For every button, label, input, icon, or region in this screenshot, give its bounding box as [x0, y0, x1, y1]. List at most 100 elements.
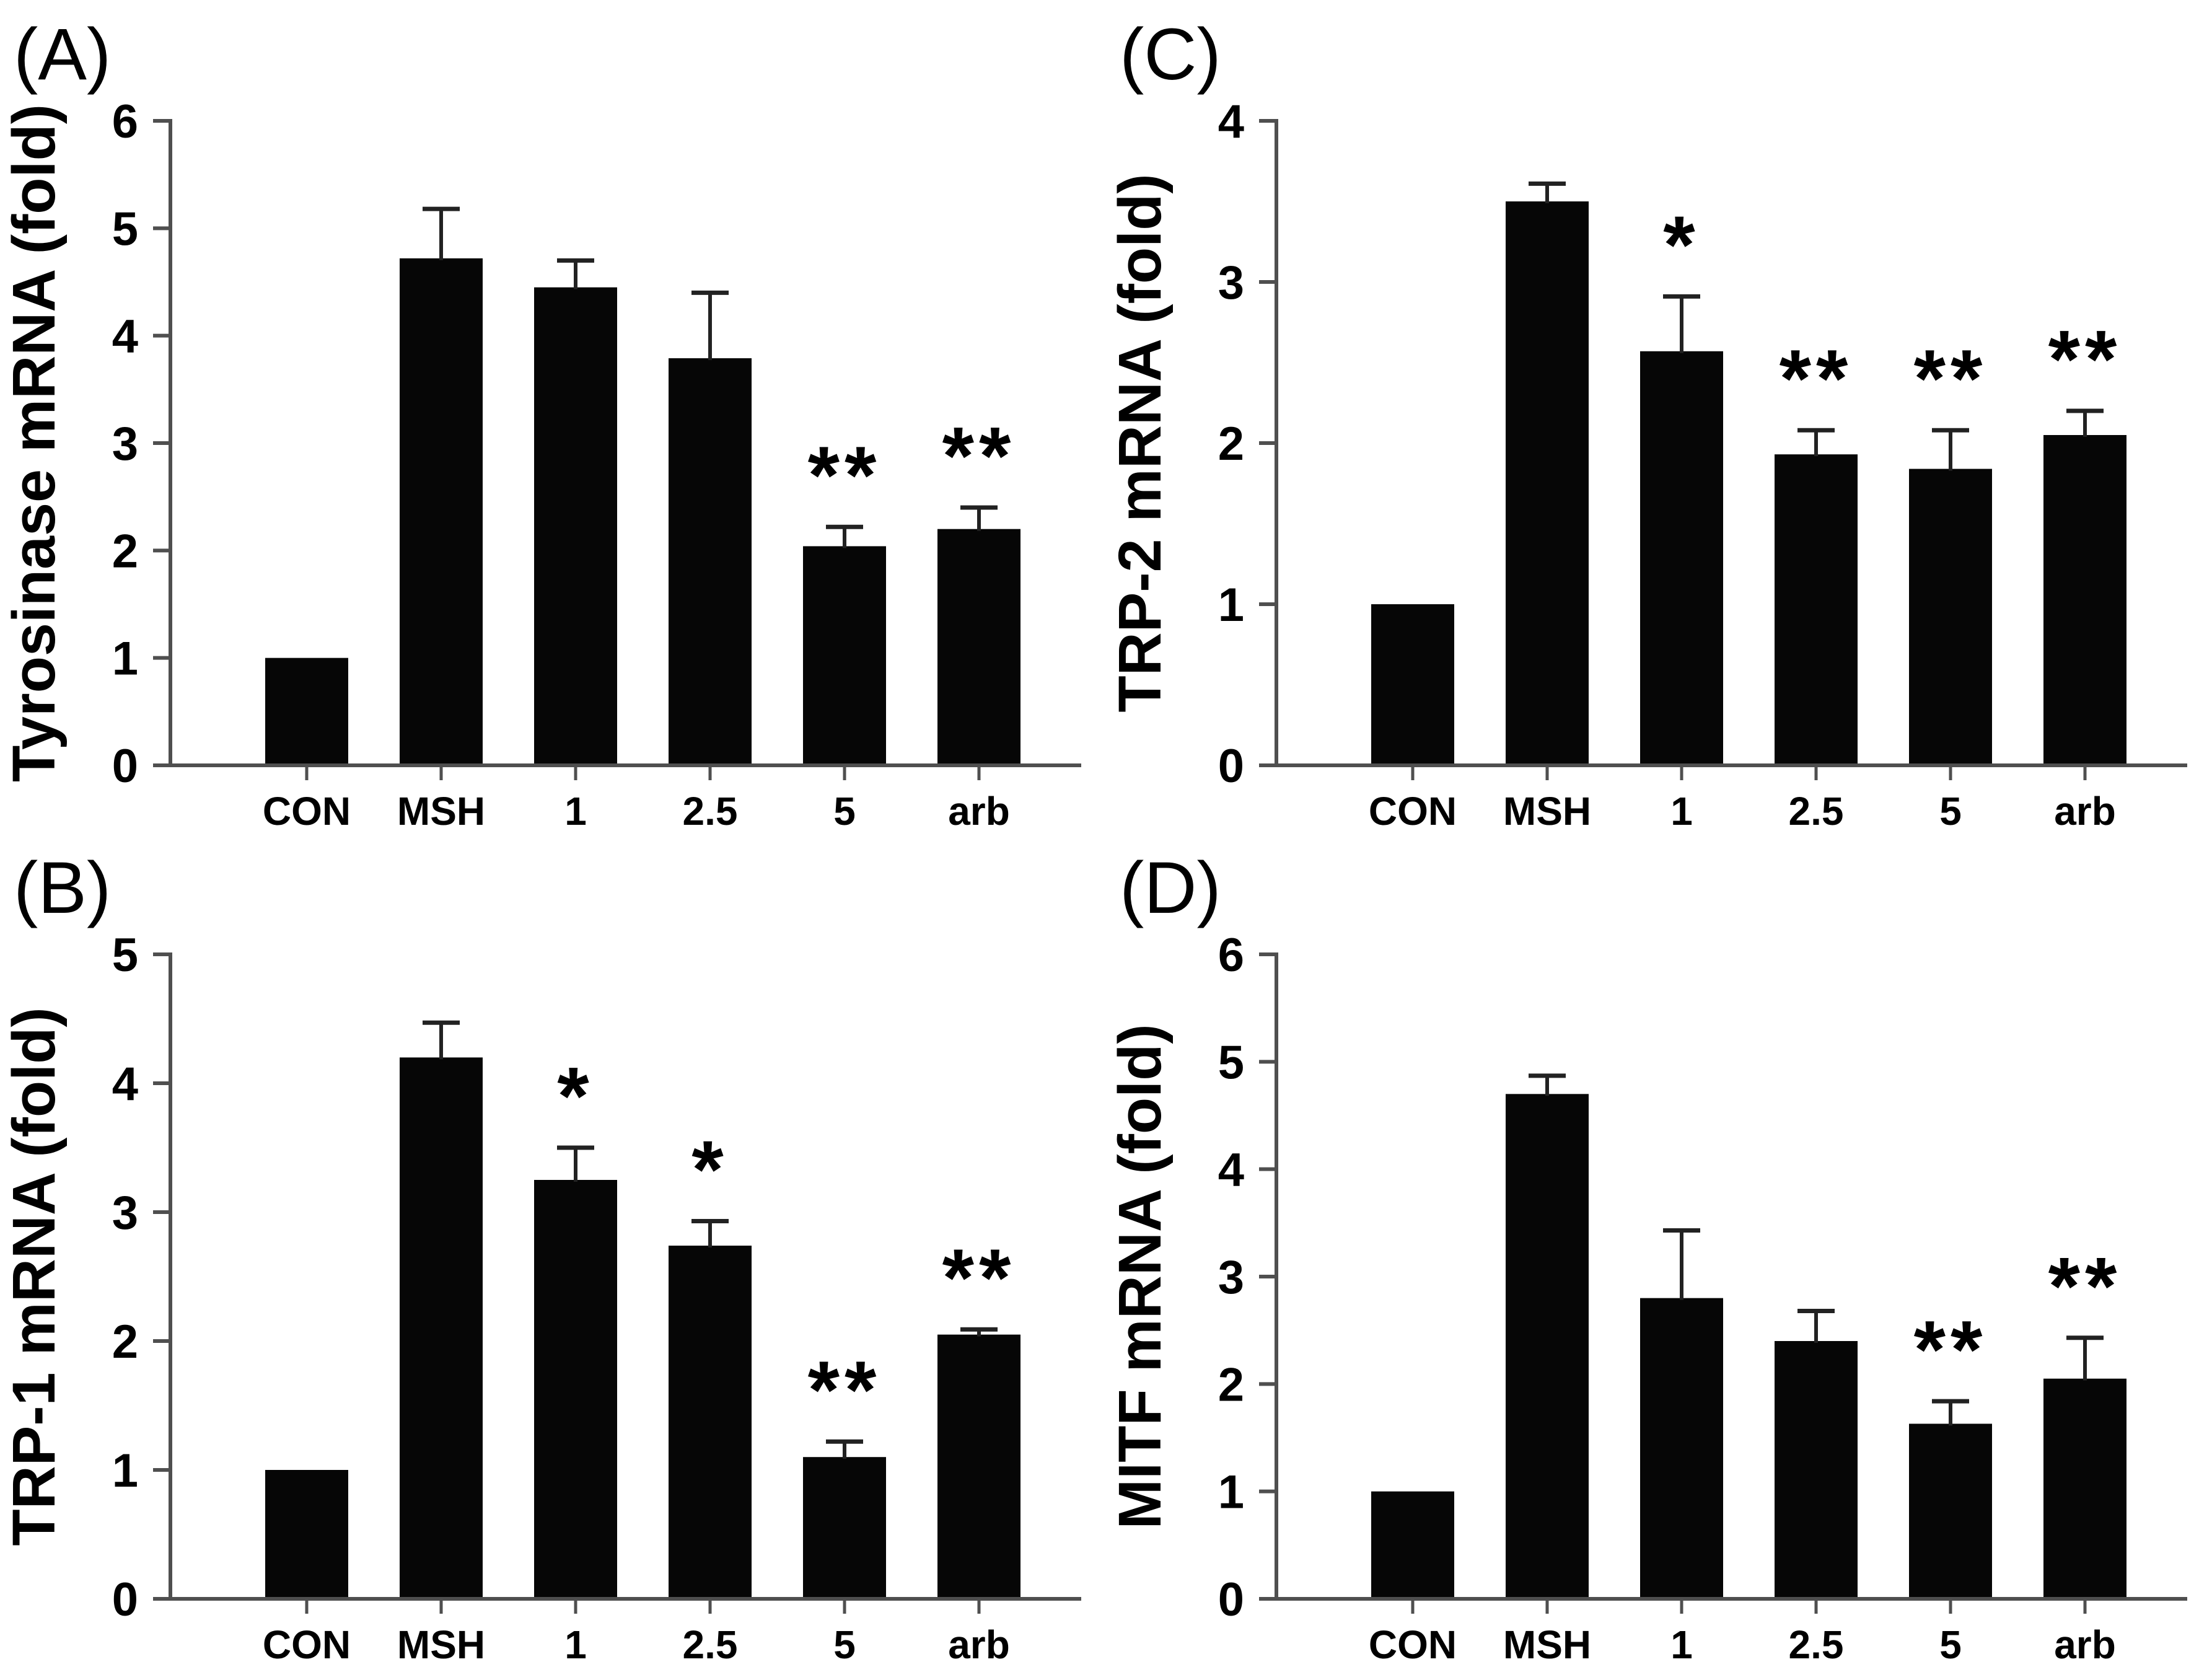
y-tick-label-4: 4	[1218, 95, 1244, 148]
y-tick-label-6: 6	[1218, 929, 1244, 982]
y-tick-label-5: 5	[1218, 1036, 1244, 1089]
x-tick-label-arb: arb	[948, 1622, 1010, 1667]
bar-arb	[937, 1334, 1020, 1599]
x-tick-label-2-5: 2.5	[683, 789, 738, 834]
significance-marker-5: **	[1914, 1304, 1988, 1395]
significance-marker-arb: **	[2048, 1241, 2122, 1332]
y-tick-label-6: 6	[112, 95, 138, 148]
x-tick-label-con: CON	[1369, 1622, 1457, 1667]
y-axis-title: TRP-1 mRNA (fold)	[0, 1007, 68, 1546]
bar-5	[1909, 468, 1992, 765]
y-tick-label-4: 4	[112, 1058, 138, 1111]
x-tick-label-2-5: 2.5	[1789, 789, 1844, 834]
significance-marker-5: **	[808, 1344, 882, 1435]
y-tick-label-2: 2	[112, 525, 138, 578]
x-tick-label-msh: MSH	[1503, 789, 1591, 834]
bar-1	[1640, 351, 1723, 765]
y-tick-label-2: 2	[112, 1316, 138, 1368]
x-tick-label-msh: MSH	[397, 789, 485, 834]
panel-d: (D) MITF mRNA (fold) CON MSH 1 2.5 ** 5 ** arb 0 1 2…	[1106, 834, 2212, 1667]
panel-a: (A) Tyrosinase mRNA (fold) CON MSH 1 2.5 ** 5 **…	[0, 0, 1106, 834]
x-tick-label-arb: arb	[948, 789, 1010, 834]
significance-marker-5: **	[1914, 333, 1988, 424]
x-tick-label-5: 5	[1939, 789, 1962, 834]
significance-marker-2-5: *	[691, 1124, 728, 1215]
x-tick-label-msh: MSH	[1503, 1622, 1591, 1667]
significance-marker-2-5: **	[1780, 333, 1853, 424]
panel-b-chart: (B) TRP-1 mRNA (fold) CON MSH * 1 * 2.5 ** 5 ** arb…	[0, 847, 1081, 1667]
panel-letter: (B)	[14, 847, 111, 929]
significance-marker-5: **	[808, 429, 882, 521]
y-tick-label-0: 0	[112, 740, 138, 793]
x-tick-label-2-5: 2.5	[1789, 1622, 1844, 1667]
bar-5	[803, 1457, 886, 1599]
x-tick-label-1: 1	[1670, 789, 1693, 834]
x-tick-label-1: 1	[1670, 1622, 1693, 1667]
panel-letter: (A)	[14, 14, 111, 95]
x-tick-label-1: 1	[564, 789, 587, 834]
bar-2-5	[1775, 1341, 1858, 1599]
panel-d-chart: (D) MITF mRNA (fold) CON MSH 1 2.5 ** 5 ** arb 0 1 2…	[1106, 847, 2187, 1667]
bar-con	[265, 658, 348, 765]
y-tick-label-1: 1	[1218, 1466, 1244, 1519]
x-tick-label-msh: MSH	[397, 1622, 485, 1667]
panel-b: (B) TRP-1 mRNA (fold) CON MSH * 1 * 2.5 ** 5 ** arb…	[0, 834, 1106, 1667]
bar-5	[803, 546, 886, 765]
bar-msh	[1506, 1094, 1589, 1599]
bar-con	[265, 1470, 348, 1599]
bar-msh	[1506, 201, 1589, 765]
y-tick-label-0: 0	[1218, 740, 1244, 793]
y-tick-label-2: 2	[1218, 418, 1244, 470]
y-tick-label-4: 4	[112, 310, 138, 363]
bar-arb	[937, 529, 1020, 765]
bar-1	[534, 287, 617, 766]
x-tick-label-5: 5	[833, 1622, 856, 1667]
panel-a-chart: (A) Tyrosinase mRNA (fold) CON MSH 1 2.5 ** 5 **…	[0, 14, 1081, 834]
significance-marker-1: *	[1663, 199, 1700, 290]
panel-letter: (C)	[1120, 14, 1221, 95]
y-tick-label-0: 0	[112, 1573, 138, 1626]
y-tick-label-1: 1	[1218, 579, 1244, 631]
x-tick-label-2-5: 2.5	[683, 1622, 738, 1667]
y-tick-label-5: 5	[112, 929, 138, 982]
bar-arb	[2043, 435, 2126, 765]
bar-msh	[400, 258, 483, 765]
x-tick-label-con: CON	[1369, 789, 1457, 834]
bar-2-5	[669, 1246, 752, 1599]
significance-marker-arb: **	[942, 1232, 1016, 1323]
y-tick-label-3: 3	[112, 418, 138, 470]
y-tick-label-1: 1	[112, 1445, 138, 1497]
panel-c: (C) TRP-2 mRNA (fold) CON MSH * 1 ** 2.5 ** 5 ** ar…	[1106, 0, 2212, 834]
x-tick-label-con: CON	[263, 789, 351, 834]
bar-msh	[400, 1057, 483, 1599]
bar-arb	[2043, 1378, 2126, 1599]
y-tick-label-3: 3	[112, 1187, 138, 1239]
panel-letter: (D)	[1120, 847, 1221, 929]
x-tick-label-5: 5	[1939, 1622, 1962, 1667]
x-tick-label-con: CON	[263, 1622, 351, 1667]
y-tick-label-1: 1	[112, 633, 138, 685]
y-tick-label-2: 2	[1218, 1358, 1244, 1411]
y-axis-title: Tyrosinase mRNA (fold)	[0, 104, 68, 782]
significance-marker-1: *	[557, 1050, 594, 1141]
x-tick-label-arb: arb	[2054, 789, 2116, 834]
y-tick-label-0: 0	[1218, 1573, 1244, 1626]
bar-1	[1640, 1298, 1723, 1599]
bar-con	[1371, 1491, 1454, 1599]
bar-5	[1909, 1423, 1992, 1599]
x-tick-label-5: 5	[833, 789, 856, 834]
y-tick-label-3: 3	[1218, 1251, 1244, 1304]
significance-marker-arb: **	[2048, 314, 2122, 405]
y-tick-label-5: 5	[112, 203, 138, 255]
significance-marker-arb: **	[942, 410, 1016, 501]
y-axis-title: MITF mRNA (fold)	[1106, 1024, 1174, 1529]
bar-2-5	[1775, 454, 1858, 765]
y-tick-label-3: 3	[1218, 257, 1244, 309]
y-axis-title: TRP-2 mRNA (fold)	[1106, 174, 1174, 712]
panel-c-chart: (C) TRP-2 mRNA (fold) CON MSH * 1 ** 2.5 ** 5 ** ar…	[1106, 14, 2187, 834]
bar-con	[1371, 604, 1454, 765]
bar-2-5	[669, 358, 752, 765]
bar-1	[534, 1180, 617, 1599]
y-tick-label-4: 4	[1218, 1144, 1244, 1197]
